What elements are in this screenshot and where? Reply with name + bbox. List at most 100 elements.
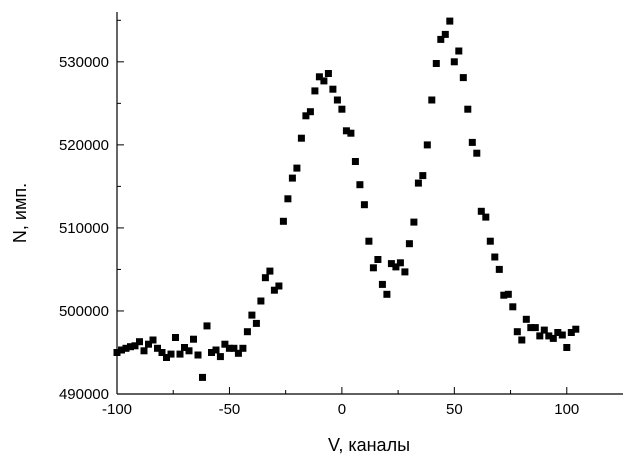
- x-tick-label: 100: [554, 401, 579, 418]
- data-point: [554, 329, 562, 336]
- data-point: [477, 207, 485, 215]
- x-tick-label: 50: [446, 401, 463, 418]
- data-point: [504, 290, 512, 298]
- data-point: [464, 105, 472, 113]
- data-point: [558, 331, 566, 339]
- data-point: [131, 342, 139, 350]
- data-point: [527, 324, 535, 332]
- data-point: [549, 334, 557, 342]
- data-point: [567, 329, 575, 336]
- data-point: [329, 85, 337, 93]
- data-point: [509, 303, 517, 311]
- data-point: [297, 134, 305, 142]
- plot-frame: [116, 12, 623, 395]
- data-point: [500, 291, 508, 299]
- y-tick-label: 490000: [59, 386, 109, 403]
- data-point: [387, 260, 395, 268]
- data-point: [221, 340, 229, 348]
- data-point: [491, 253, 499, 261]
- data-point: [437, 35, 445, 43]
- data-point: [423, 141, 431, 149]
- data-point: [441, 30, 449, 38]
- data-point: [522, 315, 530, 323]
- data-point: [342, 127, 350, 135]
- data-point: [419, 172, 427, 180]
- data-point: [347, 129, 355, 137]
- x-axis-title: V, каналы: [328, 435, 410, 455]
- y-tick-label: 530000: [59, 54, 109, 71]
- data-point: [270, 286, 278, 294]
- data-point: [293, 164, 301, 172]
- data-point: [185, 347, 193, 355]
- data-point: [154, 344, 161, 352]
- data-point: [369, 264, 377, 272]
- data-point: [203, 322, 211, 330]
- data-point: [482, 213, 490, 221]
- x-tick-label: -50: [219, 401, 241, 418]
- data-point: [455, 47, 463, 55]
- data-point: [181, 344, 188, 351]
- data-point: [208, 349, 215, 356]
- y-tick-label: 510000: [59, 220, 109, 237]
- data-point: [194, 351, 202, 359]
- data-point: [257, 297, 265, 305]
- data-point: [252, 319, 260, 327]
- data-point: [136, 338, 143, 346]
- data-point: [572, 325, 580, 333]
- data-point: [428, 96, 436, 104]
- data-point: [401, 268, 409, 276]
- data-point: [563, 344, 571, 351]
- data-point: [306, 108, 314, 116]
- data-point: [275, 282, 283, 290]
- data-point: [279, 217, 287, 225]
- y-tick-label: 520000: [59, 137, 109, 154]
- data-point: [248, 311, 256, 319]
- data-point: [216, 353, 224, 361]
- data-point: [284, 195, 292, 203]
- data-point: [446, 17, 454, 25]
- data-point: [540, 326, 548, 334]
- data-point: [338, 105, 346, 113]
- data-point: [163, 354, 170, 361]
- data-point: [495, 265, 503, 273]
- data-points: [113, 17, 580, 381]
- data-point: [302, 112, 310, 120]
- data-point: [176, 350, 184, 358]
- y-axis: 490000 500000 510000 520000 530000: [59, 19, 124, 403]
- data-point: [113, 349, 121, 356]
- data-point: [140, 347, 148, 355]
- data-point: [230, 344, 238, 352]
- data-point: [531, 324, 539, 332]
- data-point: [118, 346, 125, 354]
- data-point: [122, 344, 130, 352]
- data-point: [127, 343, 134, 351]
- x-axis: -100 -50 0 50 100: [102, 387, 579, 418]
- data-point: [212, 346, 220, 354]
- data-point: [486, 237, 494, 245]
- data-point: [513, 328, 521, 336]
- data-point: [199, 373, 206, 381]
- data-point: [410, 218, 418, 226]
- data-point: [239, 344, 247, 352]
- data-point: [288, 174, 296, 182]
- data-point: [356, 181, 364, 189]
- data-point: [405, 240, 413, 248]
- data-point: [365, 237, 373, 245]
- data-point: [518, 336, 526, 344]
- data-point: [473, 149, 481, 157]
- data-point: [315, 73, 323, 81]
- y-tick-label: 500000: [59, 303, 109, 320]
- x-tick-label: 0: [338, 401, 346, 418]
- data-point: [360, 201, 368, 209]
- data-point: [243, 328, 251, 336]
- data-point: [261, 274, 269, 282]
- data-point: [374, 256, 382, 263]
- data-point: [145, 340, 152, 348]
- data-point: [396, 259, 404, 267]
- data-point: [234, 349, 242, 357]
- x-tick-label: -100: [102, 401, 132, 418]
- data-point: [311, 87, 319, 95]
- data-point: [172, 334, 179, 341]
- data-point: [392, 263, 400, 271]
